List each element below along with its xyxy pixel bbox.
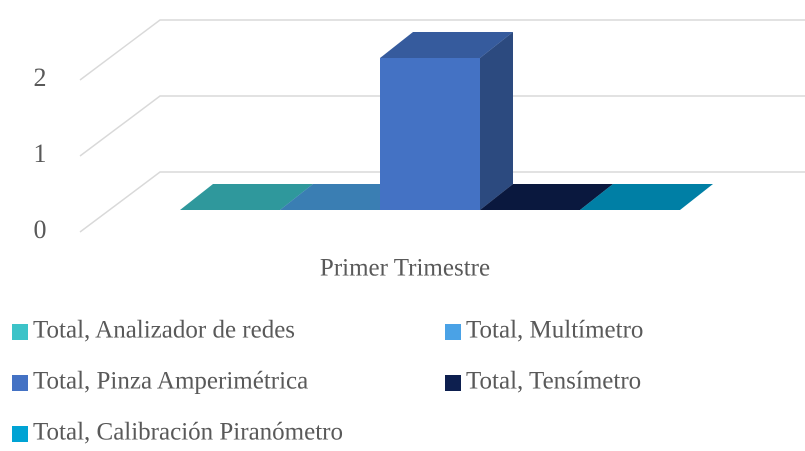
- bar-top: [380, 32, 513, 58]
- y-tick-label: 0: [34, 215, 47, 244]
- legend-label: Total, Tensímetro: [466, 368, 641, 395]
- grid-line: [79, 19, 805, 81]
- legend-swatch: [445, 375, 461, 391]
- y-tick-label: 1: [34, 139, 47, 168]
- x-tick-label: Primer Trimestre: [320, 255, 490, 282]
- bar-side: [480, 32, 513, 210]
- legend-swatch: [445, 324, 461, 340]
- bar-top: [580, 184, 713, 210]
- legend-label: Total, Analizador de redes: [33, 317, 295, 344]
- legend-label: Total, Pinza Amperimétrica: [33, 368, 308, 395]
- bar-top: [480, 184, 613, 210]
- bar-top: [180, 184, 313, 210]
- legend-swatch: [12, 324, 28, 340]
- legend-swatch: [12, 426, 28, 442]
- grid-line: [79, 171, 805, 233]
- legend-label: Total, Calibración Piranómetro: [33, 419, 343, 446]
- bar-front: [380, 58, 480, 210]
- legend-swatch: [12, 375, 28, 391]
- bar-top: [280, 184, 413, 210]
- grid-line: [79, 95, 805, 157]
- legend-label: Total, Multímetro: [466, 317, 643, 344]
- y-tick-label: 2: [34, 63, 47, 92]
